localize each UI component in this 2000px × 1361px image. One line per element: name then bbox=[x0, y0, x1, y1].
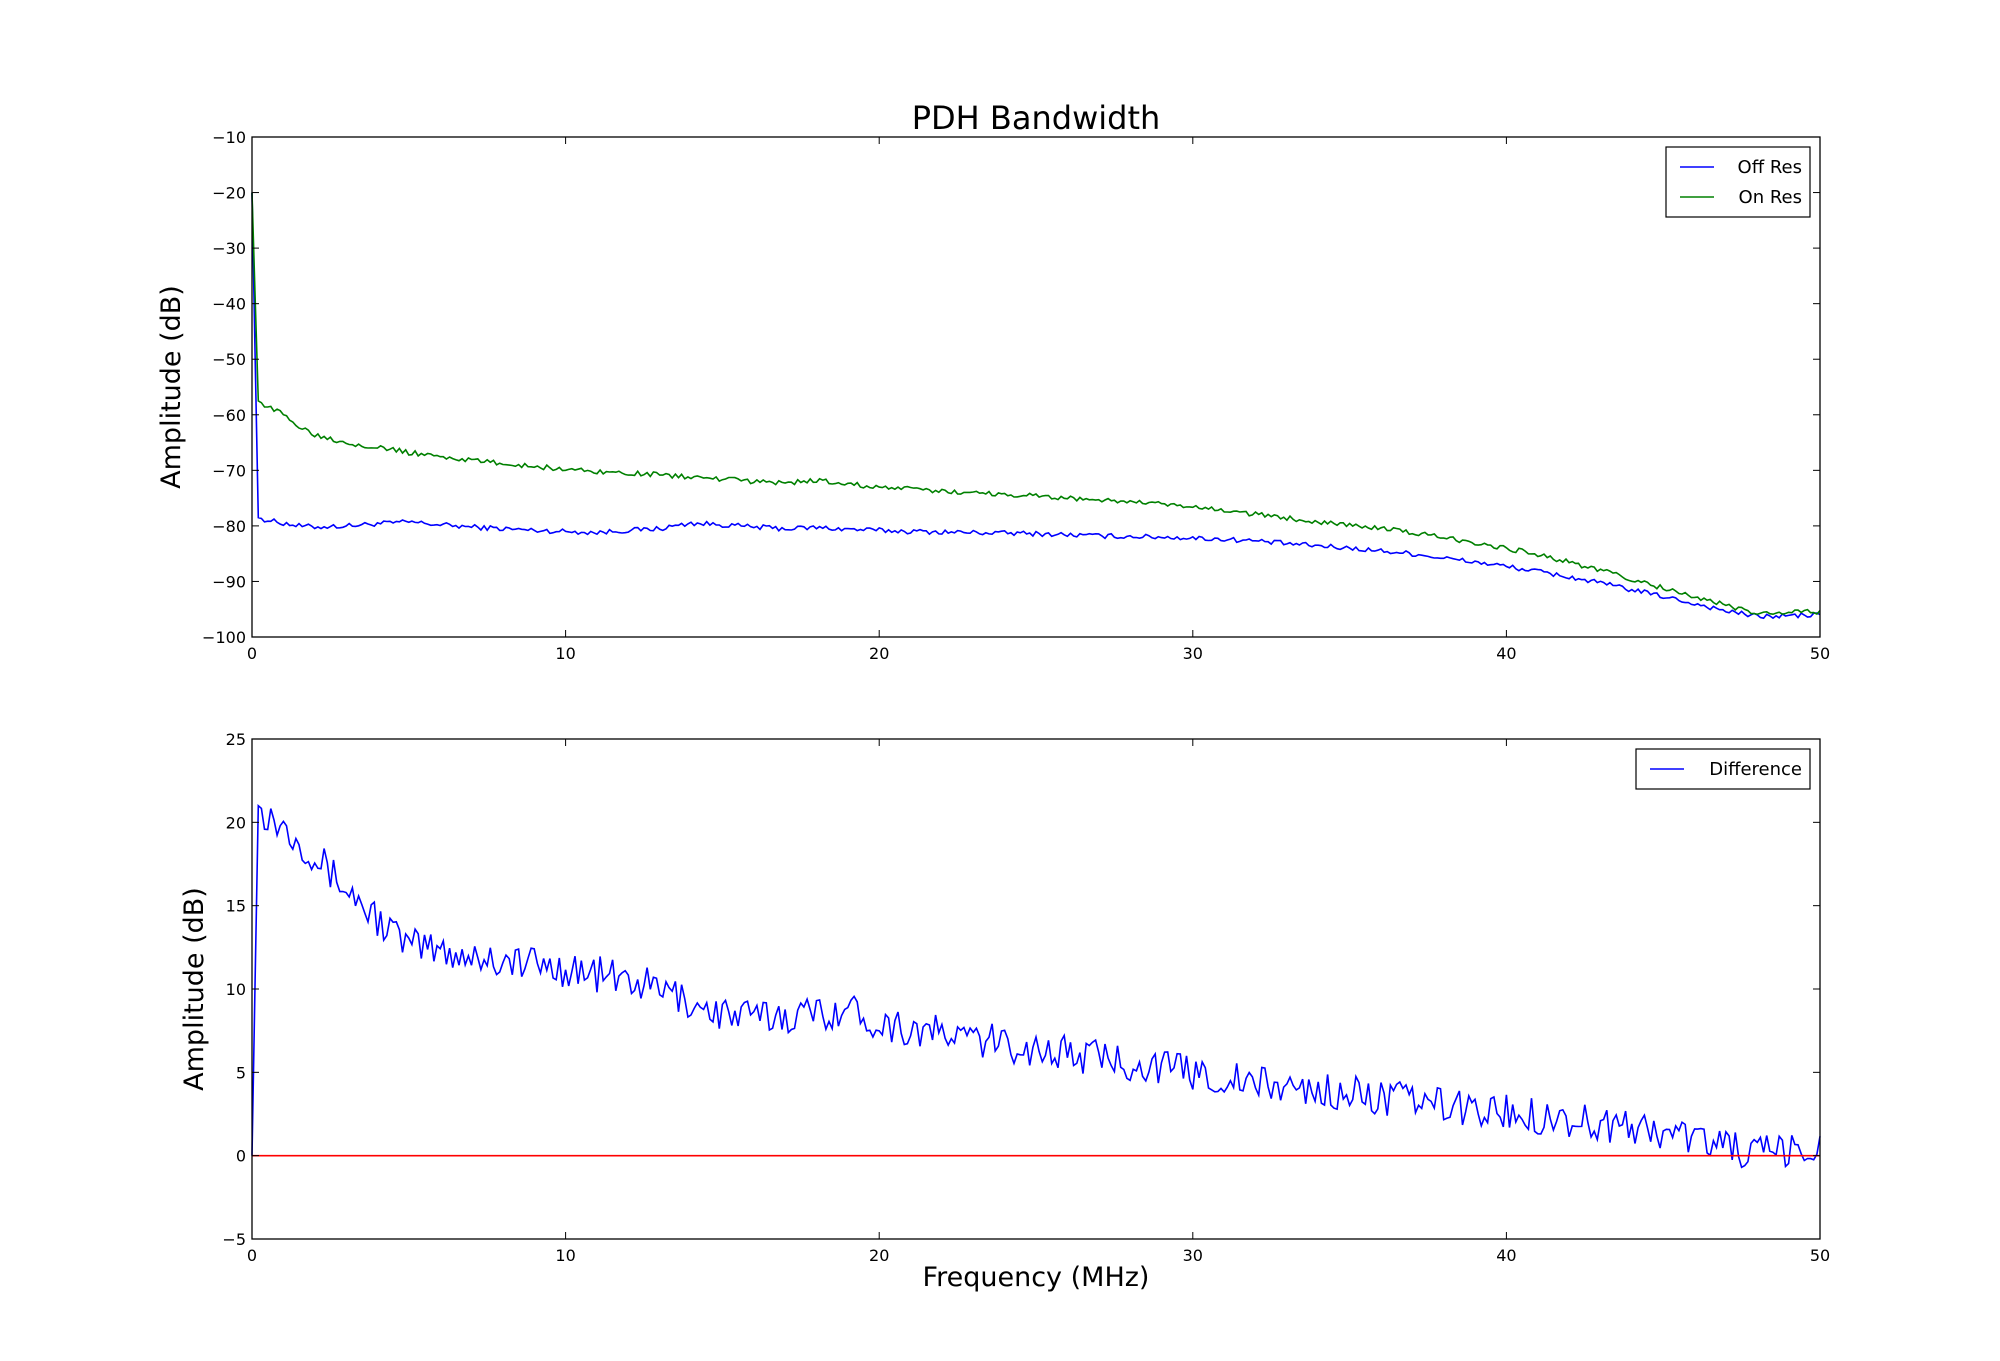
y-tick-label: −60 bbox=[212, 406, 246, 425]
y-tick-label: 25 bbox=[226, 730, 246, 749]
plot-frame bbox=[251, 136, 1821, 638]
series-line-off-res bbox=[251, 192, 1821, 620]
x-tick-label: 30 bbox=[1183, 1246, 1203, 1265]
y-tick-label: −10 bbox=[212, 128, 246, 147]
y-tick-label: −80 bbox=[212, 517, 246, 536]
y-axis-label: Amplitude (dB) bbox=[179, 887, 210, 1091]
y-tick-label: −70 bbox=[212, 461, 246, 480]
x-tick-label: 0 bbox=[247, 644, 257, 663]
y-tick-label: 0 bbox=[236, 1147, 246, 1166]
y-tick-label: −20 bbox=[212, 184, 246, 203]
x-tick-label: 50 bbox=[1810, 644, 1830, 663]
top-panel: 0 10 20 30 40 50 −10 −20 −30 −40 −50 −60 −70 −80 −90 −1… bbox=[156, 128, 1830, 663]
y-tick-label: 15 bbox=[226, 897, 246, 916]
y-tick-label: −40 bbox=[212, 295, 246, 314]
y-axis-label: Amplitude (dB) bbox=[156, 285, 187, 489]
x-tick-label: 40 bbox=[1496, 644, 1516, 663]
y-tick-label: −5 bbox=[222, 1230, 246, 1249]
legend: Difference bbox=[1635, 748, 1811, 790]
chart-title: PDH Bandwidth bbox=[912, 99, 1161, 137]
legend-label: Difference bbox=[1709, 759, 1802, 780]
x-tick-label: 0 bbox=[247, 1246, 257, 1265]
y-tick-label: 5 bbox=[236, 1063, 246, 1082]
series-line-on-res bbox=[251, 192, 1821, 616]
y-tick-label: −100 bbox=[202, 628, 246, 647]
legend: Off Res On Res bbox=[1665, 146, 1811, 218]
y-tick-label: −50 bbox=[212, 350, 246, 369]
y-tick-label: 20 bbox=[226, 813, 246, 832]
x-tick-label: 20 bbox=[869, 644, 889, 663]
x-tick-label: 40 bbox=[1496, 1246, 1516, 1265]
x-axis-label: Frequency (MHz) bbox=[923, 1262, 1150, 1293]
plot-frame bbox=[251, 738, 1821, 1240]
x-tick-label: 50 bbox=[1810, 1246, 1830, 1265]
x-tick-label: 10 bbox=[555, 644, 575, 663]
legend-label: Off Res bbox=[1738, 157, 1802, 178]
y-tick-label: 10 bbox=[226, 980, 246, 999]
x-tick-label: 30 bbox=[1183, 644, 1203, 663]
legend-box bbox=[1665, 146, 1811, 218]
x-tick-label: 10 bbox=[555, 1246, 575, 1265]
legend-label: On Res bbox=[1739, 187, 1802, 208]
series-line-difference bbox=[251, 803, 1821, 1169]
x-tick-label: 20 bbox=[869, 1246, 889, 1265]
y-tick-label: −90 bbox=[212, 572, 246, 591]
y-tick-label: −30 bbox=[212, 239, 246, 258]
